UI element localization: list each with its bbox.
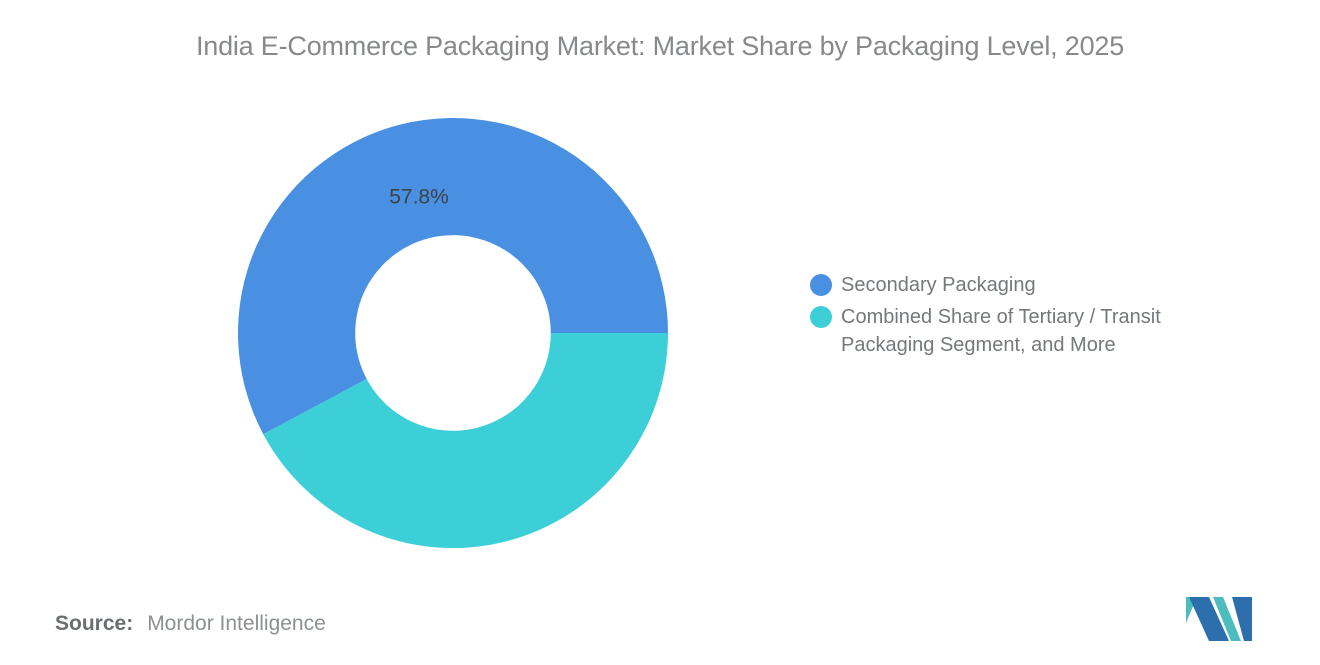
mordor-logo-m-icon	[1186, 597, 1252, 641]
legend-marker-circle-icon	[810, 306, 832, 328]
source-attribution: Source: Mordor Intelligence	[55, 612, 326, 636]
donut-chart-svg: 57.8%	[238, 118, 668, 548]
legend-marker-circle-icon	[810, 274, 832, 296]
legend-item-label: Secondary Packaging	[841, 274, 1036, 296]
chart-legend: Secondary Packaging Combined Share of Te…	[810, 271, 1210, 363]
legend-item-secondary-packaging[interactable]: Secondary Packaging	[810, 271, 1210, 299]
source-value: Mordor Intelligence	[147, 612, 326, 635]
legend-item-label: Combined Share of Tertiary / Transit Pac…	[841, 306, 1161, 356]
donut-slice-secondary-packaging[interactable]	[238, 118, 668, 435]
slice-value-label: 57.8%	[389, 186, 449, 209]
source-label: Source:	[55, 612, 134, 635]
donut-slice-combined-share-of-tertiary-transit-packa[interactable]	[263, 333, 668, 548]
mordor-intelligence-logo	[1186, 597, 1252, 641]
donut-chart: 57.8%	[238, 118, 668, 548]
legend-item-tertiary-transit[interactable]: Combined Share of Tertiary / Transit Pac…	[810, 303, 1210, 359]
chart-title: India E-Commerce Packaging Market: Marke…	[195, 31, 1125, 61]
